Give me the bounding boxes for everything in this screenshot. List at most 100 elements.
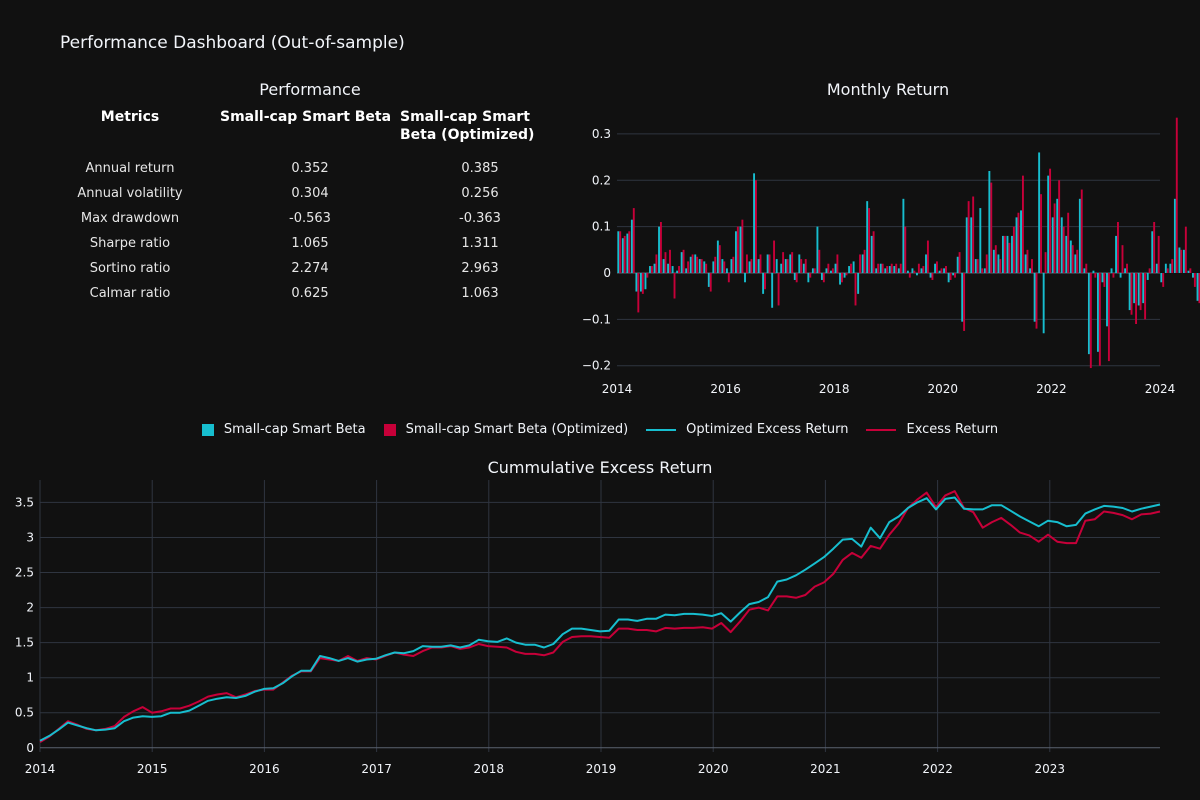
base-value: 1.065: [291, 236, 329, 251]
bar-base: [1115, 235, 1118, 273]
bar-base: [983, 268, 986, 273]
bar-optimized: [791, 252, 794, 273]
bar-base: [1128, 273, 1131, 311]
bar-optimized: [764, 273, 766, 290]
bar-optimized: [958, 252, 961, 273]
bar-base: [635, 273, 638, 292]
y-tick-label: 1.5: [15, 636, 34, 650]
bar-base: [789, 254, 792, 273]
bar-base: [893, 266, 896, 273]
bar-optimized: [1107, 273, 1110, 362]
bar-base: [1151, 231, 1154, 273]
bar-optimized: [1098, 273, 1101, 366]
bar-optimized: [990, 182, 993, 273]
bar-optimized: [877, 263, 880, 273]
bar-base: [1038, 152, 1041, 273]
x-tick-label: 2014: [602, 382, 633, 396]
legend-item[interactable]: Small-cap Smart Beta (Optimized): [383, 422, 628, 437]
bar-optimized: [940, 268, 943, 273]
bar-optimized: [899, 263, 902, 273]
bar-base: [1133, 273, 1136, 304]
bar-optimized: [818, 249, 821, 273]
bar-base: [644, 273, 647, 290]
bar-optimized: [854, 273, 857, 306]
bar-optimized: [981, 268, 984, 273]
bar-optimized: [700, 259, 703, 273]
metric-name: Annual return: [85, 161, 175, 176]
bar-base: [925, 254, 927, 273]
bar-base: [1029, 268, 1032, 273]
bar-optimized: [963, 273, 966, 331]
bar-base: [630, 219, 633, 273]
bar-base: [997, 254, 1000, 273]
bar-base: [1051, 217, 1054, 273]
bar-base: [884, 268, 887, 273]
bar-base: [689, 256, 692, 273]
bar-base: [1092, 270, 1095, 273]
bar-base: [988, 171, 991, 273]
legend-item[interactable]: Optimized Excess Return: [646, 422, 848, 437]
bar-base: [1006, 235, 1009, 273]
bar-base: [748, 261, 751, 273]
bar-base: [694, 254, 697, 273]
bar-base: [811, 268, 814, 273]
column-header-metrics: Metrics: [100, 109, 160, 125]
bar-optimized: [967, 201, 970, 273]
bar-optimized: [782, 252, 785, 273]
bar-base: [676, 270, 679, 273]
bar-base: [1033, 273, 1036, 322]
optimized-value: 1.311: [461, 236, 499, 251]
bar-optimized: [687, 261, 690, 273]
bar-optimized: [759, 254, 762, 273]
y-tick-label: 2.5: [15, 566, 34, 580]
bar-base: [1101, 273, 1104, 283]
base-value: 0.625: [291, 286, 329, 301]
bar-optimized: [886, 266, 889, 273]
bar-optimized: [646, 273, 649, 278]
bar-base: [888, 266, 891, 273]
bar-optimized: [1085, 263, 1088, 273]
bar-optimized: [800, 259, 803, 273]
bar-optimized: [623, 235, 626, 273]
bar-optimized: [1067, 212, 1070, 273]
bar-base: [916, 273, 918, 276]
bar-base: [1020, 210, 1022, 273]
bar-base: [1142, 273, 1145, 304]
y-tick-label: −0.2: [582, 359, 611, 373]
dashboard-title: Performance Dashboard (Out-of-sample): [60, 33, 405, 53]
bar-base: [947, 273, 950, 283]
x-tick-label: 2019: [586, 762, 617, 776]
legend-swatch: [201, 423, 214, 436]
bar-optimized: [859, 254, 861, 273]
bar-base: [1097, 273, 1099, 352]
x-tick-label: 2021: [810, 762, 841, 776]
bar-base: [802, 263, 805, 273]
table-row: Sharpe ratio 1.065 1.311: [40, 231, 560, 256]
bar-base: [1160, 273, 1163, 283]
bar-optimized: [1094, 273, 1097, 278]
bar-base: [1146, 273, 1149, 280]
bar-optimized: [1139, 273, 1142, 311]
bar-base: [1169, 263, 1172, 273]
legend-item[interactable]: Small-cap Smart Beta: [201, 422, 366, 437]
bar-optimized: [1008, 242, 1011, 273]
bar-base: [934, 263, 937, 273]
optimized-value: 1.063: [461, 286, 499, 301]
table-row: Sortino ratio 2.274 2.963: [40, 256, 560, 281]
column-header-base: Small-cap Smart Beta: [220, 109, 392, 125]
x-tick-label: 2022: [1036, 382, 1067, 396]
y-tick-label: 0.2: [592, 173, 611, 187]
bar-optimized: [1035, 273, 1038, 329]
bar-base: [1074, 254, 1077, 273]
bar-base: [626, 233, 629, 273]
bar-base: [621, 238, 624, 273]
x-tick-label: 2018: [474, 762, 505, 776]
bar-optimized: [1171, 259, 1174, 273]
legend-label: Small-cap Smart Beta: [223, 422, 366, 437]
bar-optimized: [718, 245, 721, 273]
legend-item[interactable]: Excess Return: [866, 422, 998, 437]
bar-optimized: [786, 259, 789, 273]
bar-base: [1047, 175, 1050, 273]
bar-optimized: [1021, 175, 1024, 273]
bar-base: [943, 268, 946, 273]
